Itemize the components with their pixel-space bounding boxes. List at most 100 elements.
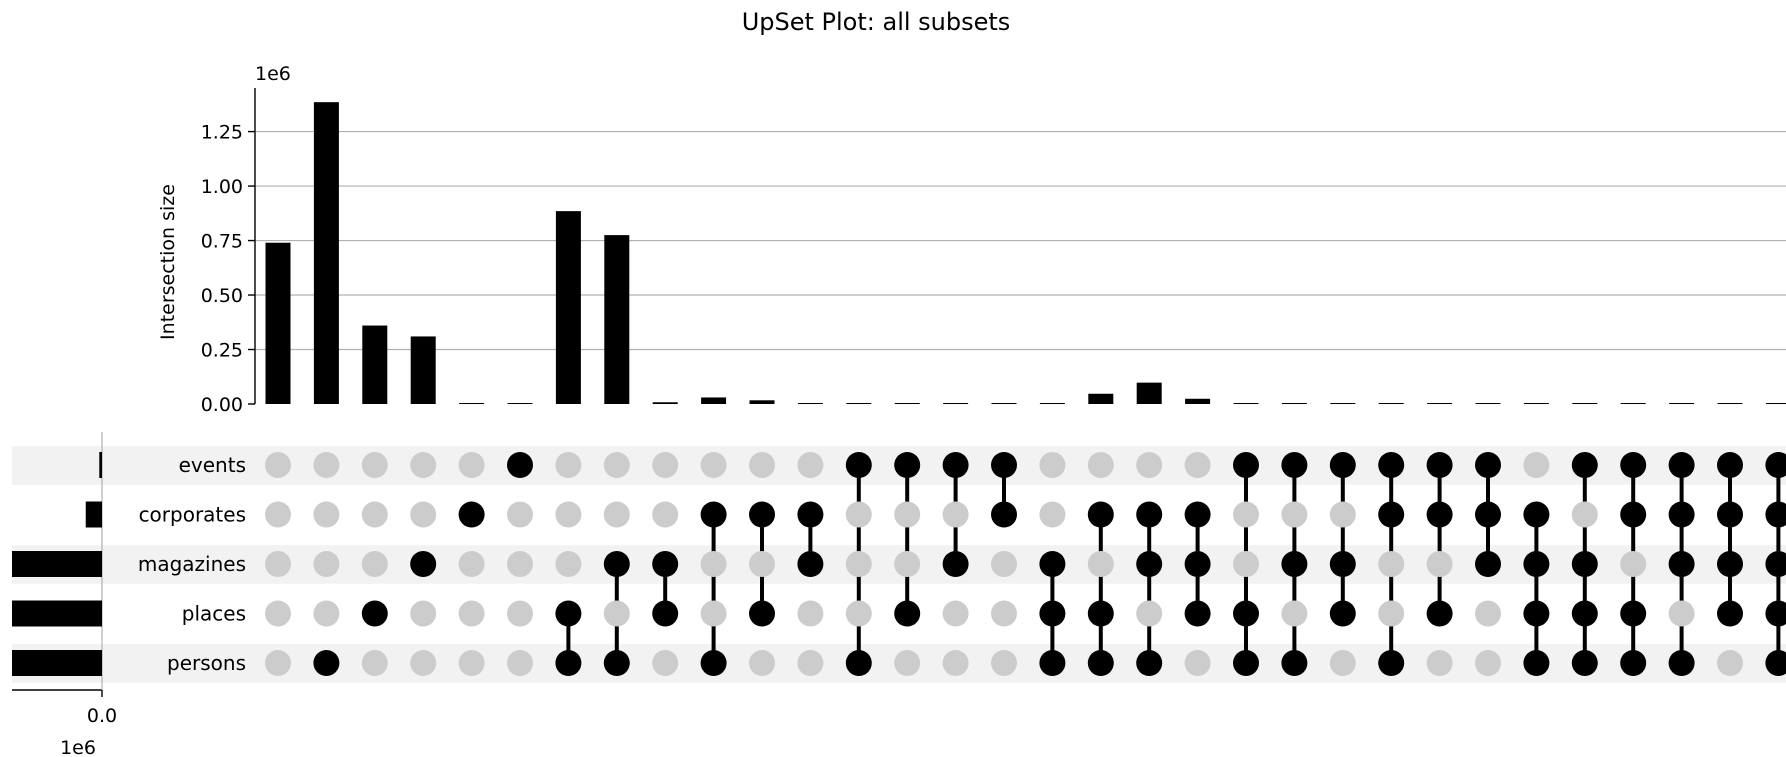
chart-title: UpSet Plot: all subsets	[742, 8, 1011, 36]
matrix-dot-active	[991, 501, 1017, 528]
matrix-dot-active	[1039, 551, 1066, 577]
matrix-dot-active	[1717, 600, 1743, 627]
y-tick-label: 1.00	[201, 176, 243, 198]
intersection-bar-11	[749, 400, 775, 404]
matrix-dot-inactive	[1039, 452, 1066, 478]
intersection-bar-24	[1378, 403, 1404, 404]
matrix-dot-active	[507, 452, 533, 478]
matrix-dot-active	[1765, 452, 1786, 478]
matrix-dot-inactive	[1329, 650, 1356, 676]
intersection-bar-12	[797, 403, 823, 404]
matrix-dot-inactive	[942, 501, 969, 528]
intersection-bar-14	[894, 403, 920, 404]
matrix-dot-inactive	[410, 600, 437, 627]
matrix-dot-active	[1765, 650, 1786, 676]
matrix-dot-inactive	[749, 452, 775, 478]
matrix-dot-active	[1571, 600, 1598, 627]
y-tick-label: 1.25	[201, 122, 243, 144]
matrix-dot-active	[1475, 452, 1501, 478]
matrix-dot-inactive	[749, 551, 775, 577]
matrix-dot-inactive	[361, 501, 388, 528]
matrix-dot-inactive	[313, 501, 340, 528]
y-tick-label: 0.75	[201, 231, 243, 253]
y-tick-label: 0.25	[201, 340, 243, 362]
membership-matrix	[265, 452, 1786, 676]
matrix-dot-active	[1281, 650, 1308, 676]
set-size-bars	[12, 452, 102, 676]
matrix-dot-active	[1329, 452, 1356, 478]
set-name-corporates: corporates	[139, 503, 246, 527]
matrix-dot-inactive	[1523, 452, 1550, 478]
matrix-dot-inactive	[458, 551, 485, 577]
intersection-bar-23	[1330, 403, 1356, 404]
matrix-dot-active	[1136, 551, 1163, 577]
matrix-dot-active	[1426, 600, 1453, 627]
matrix-dot-inactive	[1233, 551, 1259, 577]
intersection-bar-8	[604, 235, 630, 404]
matrix-dot-active	[749, 600, 775, 627]
matrix-dot-inactive	[700, 551, 727, 577]
y-tick-label: 0.00	[201, 394, 243, 416]
set-size-scale-label: 1e6	[60, 737, 96, 757]
intersection-bar-3	[362, 325, 388, 404]
matrix-dot-active	[1765, 551, 1786, 577]
matrix-dot-active	[1717, 501, 1743, 528]
matrix-dot-inactive	[313, 452, 340, 478]
matrix-dot-inactive	[797, 600, 824, 627]
matrix-dot-active	[1087, 600, 1114, 627]
matrix-dot-inactive	[1136, 452, 1163, 478]
matrix-dot-inactive	[1087, 452, 1114, 478]
intersection-bar-16	[991, 403, 1017, 404]
matrix-dot-active	[700, 650, 727, 676]
set-size-bar-magazines	[12, 551, 102, 577]
matrix-dot-inactive	[845, 551, 872, 577]
matrix-dot-inactive	[265, 501, 291, 528]
set-size-tick-label: 0.0	[87, 705, 117, 727]
matrix-dot-active	[1571, 452, 1598, 478]
matrix-dot-active	[1523, 600, 1550, 627]
matrix-dot-active	[1136, 501, 1163, 528]
matrix-dot-inactive	[1571, 501, 1598, 528]
matrix-dot-active	[1378, 452, 1405, 478]
matrix-dot-inactive	[1378, 551, 1405, 577]
intersection-bar-4	[410, 336, 436, 404]
matrix-dot-active	[845, 650, 872, 676]
matrix-dot-inactive	[700, 452, 727, 478]
intersection-bar-32	[1765, 403, 1786, 404]
matrix-dot-inactive	[458, 452, 485, 478]
matrix-dot-active	[652, 551, 679, 577]
matrix-dot-active	[1571, 551, 1598, 577]
intersection-bar-22	[1281, 403, 1307, 404]
matrix-dot-inactive	[700, 600, 727, 627]
intersection-bar-5	[459, 403, 485, 404]
matrix-dot-active	[1039, 600, 1066, 627]
y-tick-label: 0.50	[201, 285, 243, 307]
intersection-bar-30	[1669, 403, 1695, 404]
matrix-dot-inactive	[845, 600, 872, 627]
matrix-dot-active	[1717, 551, 1743, 577]
y-scale-label: 1e6	[255, 63, 291, 85]
matrix-dot-inactive	[361, 650, 388, 676]
matrix-dot-inactive	[1329, 501, 1356, 528]
matrix-dot-active	[1668, 551, 1695, 577]
matrix-dot-inactive	[797, 650, 824, 676]
matrix-dot-active	[555, 600, 582, 627]
matrix-dot-active	[1233, 650, 1259, 676]
matrix-dot-inactive	[603, 452, 630, 478]
matrix-dot-active	[1668, 501, 1695, 528]
matrix-dot-active	[1426, 452, 1453, 478]
matrix-dot-inactive	[265, 452, 291, 478]
set-size-bar-events	[99, 452, 102, 478]
matrix-dot-active	[458, 501, 485, 528]
matrix-dot-active	[1233, 452, 1259, 478]
matrix-dot-active	[1523, 551, 1550, 577]
matrix-dot-inactive	[507, 501, 533, 528]
intersection-bar-13	[846, 403, 872, 404]
tick-labels: 0.000.250.500.751.001.252.50.0	[87, 122, 243, 727]
matrix-dot-inactive	[555, 501, 582, 528]
matrix-dot-active	[1523, 501, 1550, 528]
matrix-dot-inactive	[991, 551, 1017, 577]
matrix-dot-inactive	[652, 501, 679, 528]
matrix-dot-inactive	[1475, 600, 1501, 627]
matrix-dot-active	[1620, 501, 1647, 528]
